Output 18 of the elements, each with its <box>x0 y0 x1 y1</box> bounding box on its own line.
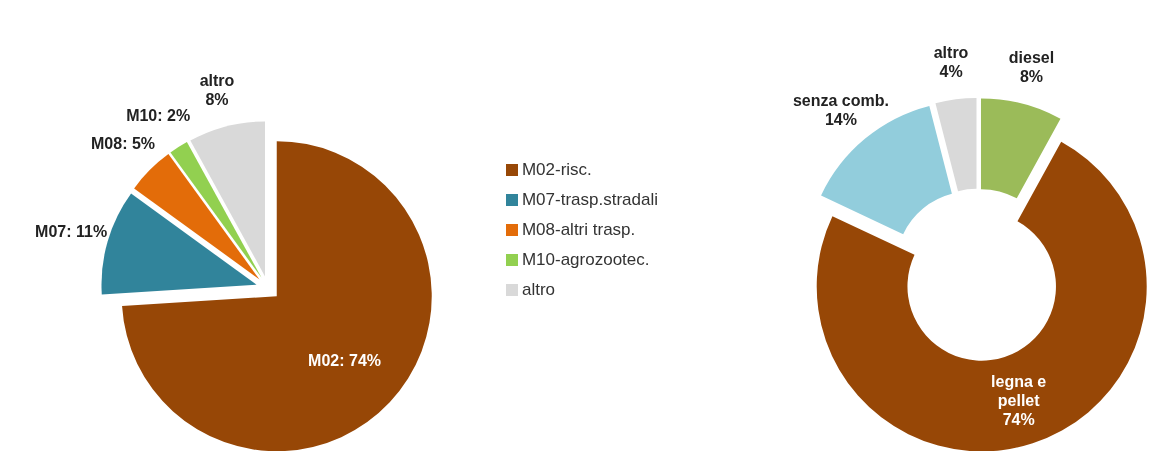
data-label: 4% <box>939 62 963 80</box>
legend-label: M10-agrozootec. <box>521 249 650 269</box>
data-label: altro 8% <box>199 71 235 108</box>
data-label: M10: 2% <box>126 106 191 124</box>
slice-label: altro <box>933 43 969 61</box>
data-label: M08: 5% <box>91 134 156 152</box>
slice-label: diesel <box>1008 48 1055 66</box>
slice-label: legna e pellet <box>991 372 1047 409</box>
data-label: M02: 74% <box>308 351 381 369</box>
data-label: M07: 11% <box>35 222 108 240</box>
legend-label: M07-trasp.stradali <box>521 189 658 209</box>
legend-label: M08-altri trasp. <box>521 219 636 239</box>
data-label: 14% <box>824 110 857 128</box>
data-label: 74% <box>1002 410 1035 428</box>
legend-label: altro <box>521 279 556 299</box>
slice-label: senza comb. <box>792 91 889 109</box>
data-label: 8% <box>1019 67 1044 85</box>
legend-label: M02-risc. <box>521 159 592 179</box>
